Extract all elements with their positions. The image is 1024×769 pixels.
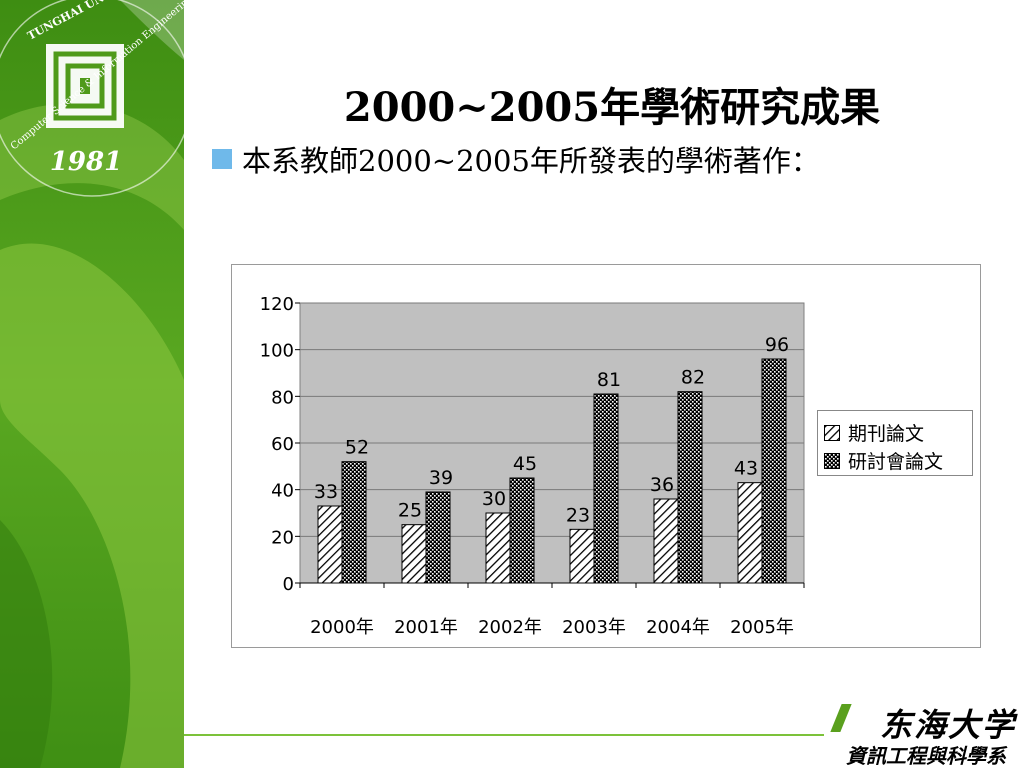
data-label: 82	[681, 367, 705, 389]
y-tick-label: 60	[271, 434, 294, 455]
bar-series-1	[737, 482, 763, 584]
badge-year: 1981	[50, 147, 122, 177]
bar-series-2	[341, 461, 367, 584]
hatch-swatch-icon	[824, 424, 840, 441]
slide-title: 2000~2005年學術研究成果	[343, 83, 881, 131]
bar-series-1	[485, 512, 511, 584]
data-label: 81	[597, 369, 621, 391]
y-tick-label: 100	[260, 341, 294, 362]
bar-series-1	[401, 524, 427, 584]
crosshatch-swatch-icon	[824, 452, 840, 469]
data-label: 96	[765, 334, 789, 356]
bar-series-2	[761, 358, 787, 584]
data-label: 45	[513, 453, 537, 475]
data-label: 43	[734, 458, 758, 480]
sidebar-decoration: 1981 TUNGHAI UNIVERSITY Computer Science…	[0, 0, 184, 768]
department-name: 資訊工程與科學系	[846, 744, 1006, 768]
legend-item-series-2: 研討會論文	[824, 447, 943, 474]
bullet-text: 本系教師2000~2005年所發表的學術著作：	[242, 144, 820, 178]
bar-series-2	[509, 477, 535, 584]
logo-slash-icon	[830, 704, 852, 732]
y-tick-label: 40	[271, 481, 294, 502]
chart-legend: 期刊論文 研討會論文	[817, 410, 973, 476]
x-tick-label: 2002年	[478, 617, 542, 638]
y-tick-label: 120	[260, 294, 294, 315]
school-name: 东海大学	[880, 706, 1017, 744]
data-label: 39	[429, 467, 453, 489]
data-label: 36	[650, 474, 674, 496]
bar-series-2	[677, 391, 703, 584]
bar-series-1	[653, 498, 679, 584]
x-tick-label: 2003年	[562, 617, 626, 638]
y-tick-label: 0	[283, 574, 294, 595]
bar-series-1	[569, 528, 595, 584]
bar-chart: 0 20 40 60 80 100 120 33 52 2000年 25 39 2001年 30 45 200…	[260, 294, 805, 638]
footer-divider	[184, 734, 824, 736]
legend-label: 期刊論文	[848, 423, 925, 445]
x-tick-label: 2005年	[730, 617, 794, 638]
x-tick-label: 2001年	[394, 617, 458, 638]
chart-container: 0 20 40 60 80 100 120 33 52 2000年 25 39 2001年 30 45 200…	[231, 264, 981, 648]
school-logo: 东海大学 資訊工程與科學系	[830, 700, 1024, 768]
bullet-square-icon	[212, 149, 232, 169]
bullet-item: 本系教師2000~2005年所發表的學術著作：	[212, 138, 820, 180]
x-tick-label: 2000年	[310, 617, 374, 638]
y-tick-label: 20	[271, 527, 294, 548]
legend-item-series-1: 期刊論文	[824, 419, 924, 446]
bar-series-1	[317, 505, 343, 584]
bar-series-2	[593, 393, 619, 584]
data-label: 25	[398, 500, 422, 522]
legend-label: 研討會論文	[848, 451, 944, 473]
data-label: 52	[345, 437, 369, 459]
bar-series-2	[425, 491, 451, 584]
data-label: 23	[566, 504, 590, 526]
x-tick-label: 2004年	[646, 617, 710, 638]
data-label: 33	[314, 481, 338, 503]
y-tick-label: 80	[271, 387, 294, 408]
data-label: 30	[482, 488, 506, 510]
